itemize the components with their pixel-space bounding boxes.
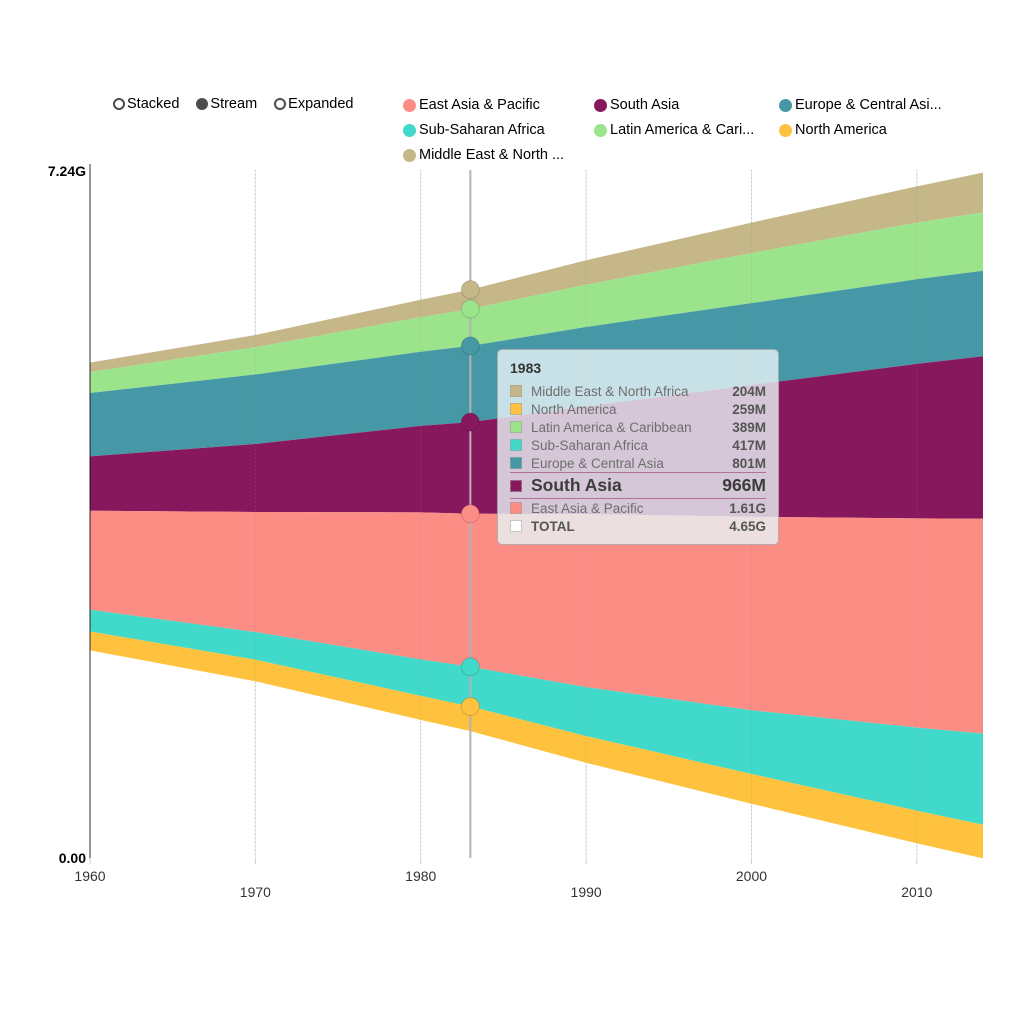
legend-item-latin-america-cari[interactable]: Latin America & Cari... [594,122,754,138]
legend-label: South Asia [610,97,680,113]
tooltip-swatch-icon [510,421,522,433]
tooltip-row-latin-america-caribbean: Latin America & Caribbean 389M [510,418,766,436]
x-tick-label-1960: 1960 [74,868,106,884]
tooltip-swatch-icon [510,457,522,469]
control-label: Stream [210,96,258,112]
legend-label: Sub-Saharan Africa [419,122,545,138]
tooltip-swatch-icon [510,502,522,514]
tooltip-row-north-america: North America 259M [510,400,766,418]
radio-selected-icon [196,98,209,110]
tooltip-series-name: TOTAL [531,518,575,534]
tooltip-series-value: 1.61G [729,500,766,516]
legend-series-dot-icon [594,123,607,137]
area-middle-east-north-africa[interactable] [90,172,983,373]
hover-point-east-asia-pacific [460,504,480,524]
hover-tooltip: 1983 Middle East & North Africa 204M North… [497,349,779,545]
legend-item-sub-saharan-africa[interactable]: Sub-Saharan Africa [403,122,545,138]
radio-unselected-icon [113,98,125,110]
legend-series-dot-icon [779,98,792,112]
tooltip-series-name: Middle East & North Africa [531,383,689,399]
legend-label: East Asia & Pacific [419,97,540,113]
legend-item-middle-east-north[interactable]: Middle East & North ... [403,147,564,163]
legend-label: North America [795,122,887,138]
chart-controls: Stacked Stream Expanded [113,96,353,112]
legend-item-north-america[interactable]: North America [779,122,887,138]
legend-series-dot-icon [403,98,416,112]
area-east-asia-pacific[interactable] [90,510,983,734]
x-tick-label-2000: 2000 [735,868,768,884]
control-expanded[interactable]: Expanded [274,96,353,112]
legend-series-dot-icon [779,123,792,137]
hover-point-latin-america-caribbean [460,299,480,319]
control-label: Stacked [127,96,180,112]
tooltip-series-value: 259M [732,401,766,417]
x-tick-label-1980: 1980 [405,868,437,884]
tooltip-series-name: Europe & Central Asia [531,455,664,471]
hover-point-south-asia [460,412,480,432]
tooltip-swatch-icon [510,403,522,415]
legend-item-east-asia-pacific[interactable]: East Asia & Pacific [403,97,540,113]
tooltip-series-value: 389M [732,419,766,435]
legend-series-dot-icon [594,98,607,112]
legend-label: Latin America & Cari... [610,122,755,138]
legend-item-south-asia[interactable]: South Asia [594,97,679,113]
x-tick-label-1990: 1990 [570,884,602,900]
tooltip-swatch-icon [510,385,522,397]
legend-series-dot-icon [403,148,416,162]
tooltip-row-middle-east-north-africa: Middle East & North Africa 204M [510,382,766,400]
tooltip-series-name: South Asia [531,475,622,495]
tooltip-series-value: 4.65G [729,518,766,534]
legend-label: Middle East & North ... [419,147,565,163]
y-axis-max-label: 7.24G [47,163,86,179]
tooltip-swatch-icon [510,479,522,492]
control-label: Expanded [288,96,354,112]
radio-unselected-icon [274,98,287,110]
tooltip-series-value: 966M [722,475,766,495]
control-stream[interactable]: Stream [196,96,257,112]
tooltip-series-name: Latin America & Caribbean [531,419,692,435]
tooltip-series-value: 801M [732,455,766,471]
tooltip-series-name: East Asia & Pacific [531,500,644,516]
hover-point-north-america [460,697,480,716]
tooltip-row-total: TOTAL 4.65G [510,517,766,535]
hover-point-middle-east-north-africa [460,280,480,300]
tooltip-row-sub-saharan-africa: Sub-Saharan Africa 417M [510,436,766,454]
tooltip-series-value: 417M [732,437,766,453]
x-tick-label-1970: 1970 [239,884,271,900]
hover-point-europe-central-asia [460,336,480,356]
tooltip-row-south-asia: South Asia 966M [510,472,766,499]
legend-label: Europe & Central Asi... [795,97,942,113]
tooltip-row-east-asia-pacific: East Asia & Pacific 1.61G [510,499,766,517]
area-latin-america-caribbean[interactable] [90,212,983,393]
tooltip-series-value: 204M [732,383,766,399]
control-stacked[interactable]: Stacked [113,96,179,112]
tooltip-swatch-icon [510,439,522,451]
legend-item-europe-central-asi[interactable]: Europe & Central Asi... [779,97,942,113]
area-sub-saharan-africa[interactable] [90,609,983,825]
x-tick-label-2010: 2010 [901,884,933,900]
hover-point-sub-saharan-africa [460,657,480,677]
chart-legend: East Asia & Pacific South Asia Europe & Ce… [0,0,1024,170]
y-axis-min-label: 0.00 [58,850,86,866]
tooltip-year-title: 1983 [510,360,542,376]
tooltip-swatch-icon [510,520,522,532]
legend-series-dot-icon [403,123,416,137]
area-north-america[interactable] [90,631,983,859]
tooltip-series-name: Sub-Saharan Africa [531,437,649,453]
tooltip-row-europe-central-asia: Europe & Central Asia 801M [510,454,766,472]
tooltip-series-name: North America [531,401,617,417]
